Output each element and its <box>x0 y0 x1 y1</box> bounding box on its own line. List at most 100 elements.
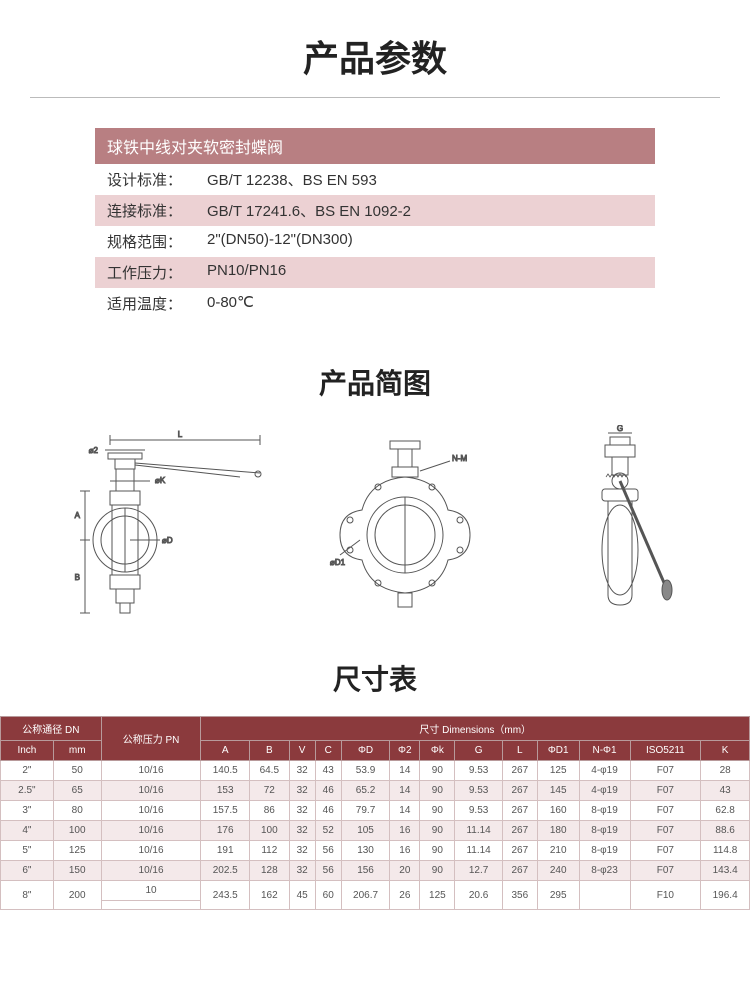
table-cell: 114.8 <box>701 841 750 861</box>
table-cell: 28 <box>701 761 750 781</box>
table-cell: 150 <box>53 861 101 881</box>
table-cell: 180 <box>537 821 579 841</box>
table-cell: 88.6 <box>701 821 750 841</box>
table-cell: 5" <box>1 841 54 861</box>
col-header: Φ2 <box>390 741 420 761</box>
col-mm: mm <box>53 741 101 761</box>
table-cell: 90 <box>420 841 455 861</box>
table-cell: F07 <box>630 801 701 821</box>
col-header: ΦD1 <box>537 741 579 761</box>
table-cell: 267 <box>502 781 537 801</box>
col-pn: 公称压力 PN <box>101 717 201 761</box>
table-cell: 112 <box>250 841 290 861</box>
table-cell: 32 <box>289 761 315 781</box>
table-cell: 157.5 <box>201 801 250 821</box>
spec-value: 0-80℃ <box>207 293 254 314</box>
table-cell: 267 <box>502 801 537 821</box>
spec-label: 连接标准： <box>107 200 207 221</box>
col-dims: 尺寸 Dimensions（mm） <box>201 717 750 741</box>
spec-label: 规格范围： <box>107 231 207 252</box>
table-cell: 130 <box>341 841 390 861</box>
spec-value: GB/T 12238、BS EN 593 <box>207 169 377 190</box>
spec-row: 连接标准：GB/T 17241.6、BS EN 1092-2 <box>95 195 655 226</box>
spec-label: 适用温度： <box>107 293 207 314</box>
drawing-title: 产品简图 <box>0 344 750 420</box>
table-cell: F07 <box>630 821 701 841</box>
table-cell: 125 <box>53 841 101 861</box>
table-cell: 176 <box>201 821 250 841</box>
table-cell: 10/16 <box>101 781 201 801</box>
table-cell: 8-φ23 <box>579 861 630 881</box>
spec-value: GB/T 17241.6、BS EN 1092-2 <box>207 200 411 221</box>
svg-text:L: L <box>178 430 183 439</box>
table-cell: 10/16 <box>101 841 201 861</box>
table-row: 4"10010/161761003252105169011.142671808-… <box>1 821 750 841</box>
svg-text:⌀D: ⌀D <box>162 536 173 545</box>
spec-value: PN10/PN16 <box>207 262 286 283</box>
spec-table: 球铁中线对夹软密封蝶阀 设计标准：GB/T 12238、BS EN 593连接标… <box>95 128 655 319</box>
table-cell: 100 <box>53 821 101 841</box>
col-header: V <box>289 741 315 761</box>
table-cell: 10/16 <box>101 801 201 821</box>
table-cell: 14 <box>390 781 420 801</box>
table-cell: 145 <box>537 781 579 801</box>
table-cell: 14 <box>390 761 420 781</box>
table-cell: 125 <box>537 761 579 781</box>
table-cell: 32 <box>289 841 315 861</box>
table-cell: 100 <box>250 821 290 841</box>
table-cell: 202.5 <box>201 861 250 881</box>
table-cell: 10/16 <box>101 821 201 841</box>
spec-header: 球铁中线对夹软密封蝶阀 <box>95 128 655 164</box>
spec-row: 规格范围：2"(DN50)-12"(DN300) <box>95 226 655 257</box>
spec-row: 设计标准：GB/T 12238、BS EN 593 <box>95 164 655 195</box>
col-header: B <box>250 741 290 761</box>
table-row: 6"15010/16202.51283256156209012.72672408… <box>1 861 750 881</box>
table-cell: 240 <box>537 861 579 881</box>
table-cell: 50 <box>53 761 101 781</box>
table-cell: 9.53 <box>455 761 502 781</box>
table-row: 2.5"6510/1615372324665.214909.532671454-… <box>1 781 750 801</box>
drawing-side-view: L ⌀2 ⌀K ⌀D A B <box>50 425 280 625</box>
table-cell: 43 <box>701 781 750 801</box>
svg-text:N-M: N-M <box>452 454 467 463</box>
spec-value: 2"(DN50)-12"(DN300) <box>207 231 353 252</box>
table-cell: 267 <box>502 861 537 881</box>
col-header: A <box>201 741 250 761</box>
table-cell: 62.8 <box>701 801 750 821</box>
table-cell: F07 <box>630 841 701 861</box>
col-inch: Inch <box>1 741 54 761</box>
table-cell: 32 <box>289 861 315 881</box>
table-cell: 32 <box>289 821 315 841</box>
table-row: 5"12510/161911123256130169011.142672108-… <box>1 841 750 861</box>
svg-text:⌀K: ⌀K <box>155 476 166 485</box>
table-cell: 4-φ19 <box>579 761 630 781</box>
spec-row: 工作压力：PN10/PN16 <box>95 257 655 288</box>
table-cell: 267 <box>502 821 537 841</box>
table-cell: 46 <box>315 781 341 801</box>
table-cell: 2" <box>1 761 54 781</box>
table-cell: 90 <box>420 781 455 801</box>
table-cell: 16 <box>390 841 420 861</box>
table-cell: F07 <box>630 861 701 881</box>
table-cell: 10/16 <box>101 861 201 881</box>
table-cell: 160 <box>537 801 579 821</box>
table-cell: 56 <box>315 841 341 861</box>
col-header: ΦD <box>341 741 390 761</box>
table-cell: 32 <box>289 781 315 801</box>
table-cell: 143.4 <box>701 861 750 881</box>
table-cell: 8-φ19 <box>579 841 630 861</box>
table-cell: 156 <box>341 861 390 881</box>
technical-drawings: L ⌀2 ⌀K ⌀D A B <box>0 420 750 640</box>
table-cell: 32 <box>289 801 315 821</box>
table-cell: 153 <box>201 781 250 801</box>
col-header: C <box>315 741 341 761</box>
table-cell: 86 <box>250 801 290 821</box>
table-cell: 79.7 <box>341 801 390 821</box>
table-cell: 12.7 <box>455 861 502 881</box>
page-title: 产品参数 <box>0 0 750 97</box>
table-cell: 64.5 <box>250 761 290 781</box>
col-header: ISO5211 <box>630 741 701 761</box>
table-cell: 3" <box>1 801 54 821</box>
table-cell: 90 <box>420 801 455 821</box>
table-cell: 11.14 <box>455 841 502 861</box>
